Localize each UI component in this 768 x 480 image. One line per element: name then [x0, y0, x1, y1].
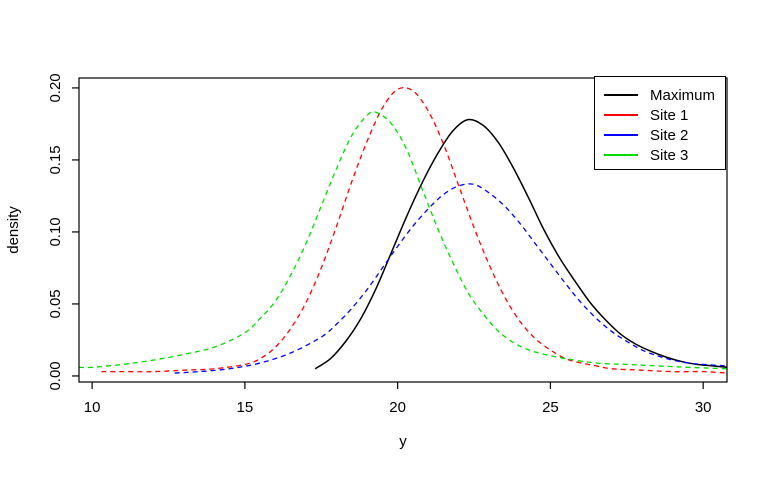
density-curve — [314, 118, 727, 370]
x-tick-label: 20 — [389, 399, 406, 416]
y-tick-label: 0.15 — [47, 145, 64, 174]
legend-label: Site 2 — [650, 126, 689, 144]
y-tick-label: 0.20 — [47, 73, 64, 102]
legend-line-swatch — [604, 154, 638, 156]
legend-line-swatch — [604, 134, 638, 136]
y-tick-label: 0.00 — [47, 361, 64, 390]
axes-group: 10 15 20 25 30 0.00 0.05 0.10 0.15 0.20 — [47, 73, 712, 416]
legend-label: Site 3 — [650, 146, 689, 164]
legend-line-swatch — [604, 114, 638, 116]
y-tick-label: 0.05 — [47, 289, 64, 318]
x-tick-label: 25 — [542, 399, 559, 416]
density-curve — [79, 111, 727, 370]
legend-entry: Site 2 — [595, 125, 725, 145]
density-curve — [101, 86, 727, 374]
legend-line-swatch — [604, 94, 638, 96]
legend-entry: Maximum — [595, 85, 725, 105]
x-tick-label: 30 — [695, 399, 712, 416]
legend-label: Maximum — [650, 86, 716, 104]
curves-group — [79, 86, 727, 374]
x-axis-title: y — [399, 433, 407, 450]
plot-border — [78, 77, 728, 383]
y-axis-title: density — [5, 206, 22, 254]
legend-box: Maximum Site 1 Site 2 Site 3 — [594, 76, 726, 170]
x-tick-label: 15 — [237, 399, 254, 416]
y-tick-label: 0.10 — [47, 217, 64, 246]
legend-label: Site 1 — [650, 106, 689, 124]
density-curve — [174, 183, 727, 374]
legend-entry: Site 1 — [595, 105, 725, 125]
x-tick-label: 10 — [84, 399, 101, 416]
legend-entry: Site 3 — [595, 145, 725, 165]
